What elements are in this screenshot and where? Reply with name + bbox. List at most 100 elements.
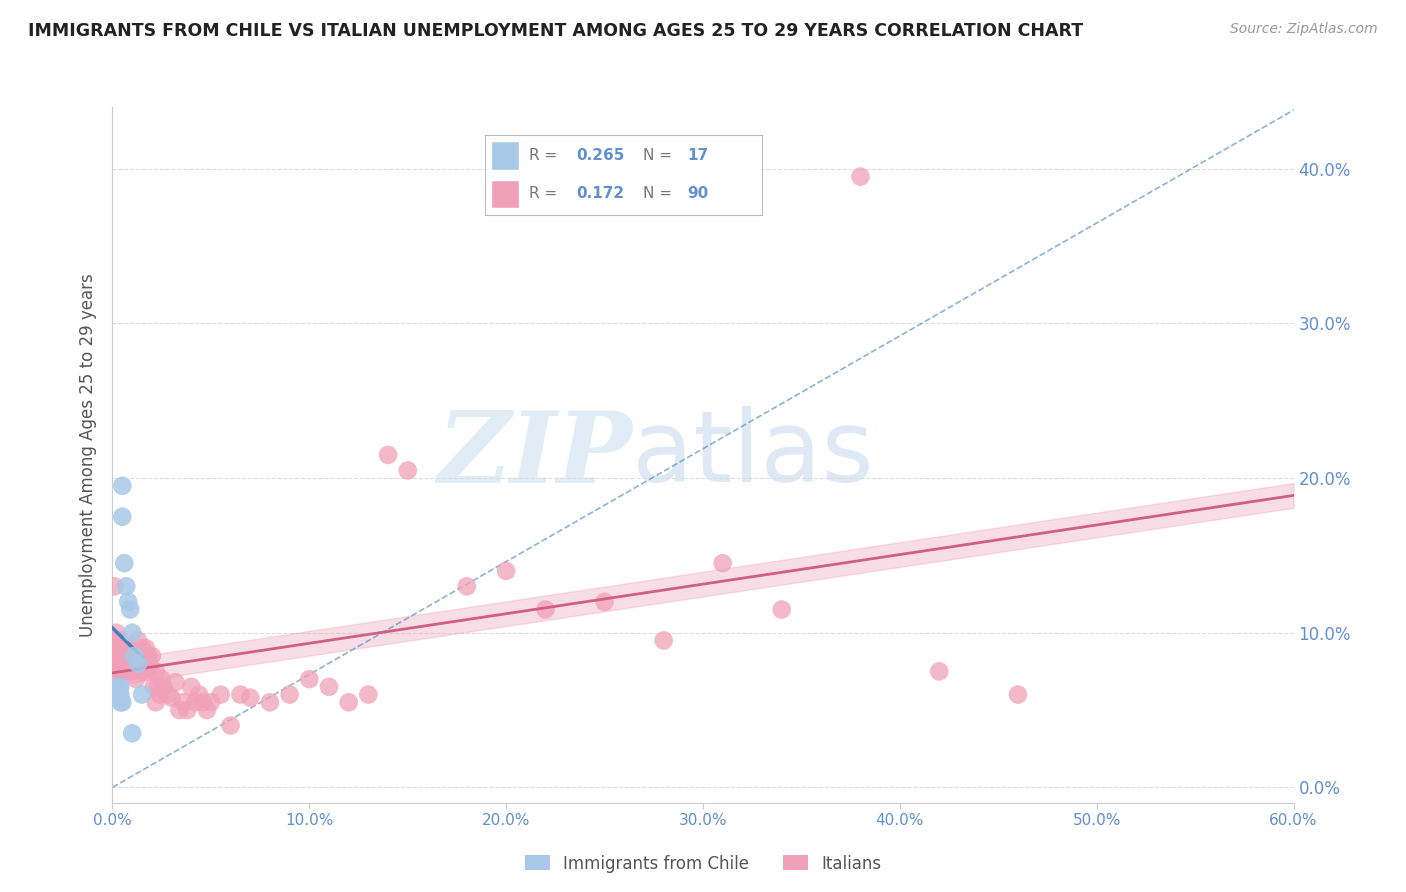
Point: [239, 690, 262, 705]
Point: [141, 648, 163, 663]
Point: [142, 680, 165, 694]
Point: [298, 672, 321, 686]
Point: [115, 648, 138, 663]
Point: [107, 688, 129, 702]
Point: [149, 688, 172, 702]
Point: [652, 633, 675, 648]
Point: [495, 564, 517, 578]
Point: [110, 695, 132, 709]
Point: [195, 703, 218, 717]
Text: atlas: atlas: [633, 407, 873, 503]
Point: [127, 657, 149, 671]
Point: [120, 602, 142, 616]
Point: [105, 633, 128, 648]
Point: [456, 579, 478, 593]
Point: [111, 665, 134, 679]
Point: [209, 688, 232, 702]
Point: [229, 688, 252, 702]
Point: [125, 672, 148, 686]
Point: [131, 688, 153, 702]
Point: [136, 654, 159, 668]
Point: [103, 579, 125, 593]
Point: [110, 688, 132, 702]
Point: [131, 641, 153, 656]
Point: [259, 695, 281, 709]
Point: [188, 688, 211, 702]
Point: [145, 695, 167, 709]
Point: [928, 665, 950, 679]
Point: [160, 690, 183, 705]
Point: [377, 448, 399, 462]
Point: [105, 625, 128, 640]
Point: [200, 695, 222, 709]
Text: Source: ZipAtlas.com: Source: ZipAtlas.com: [1230, 22, 1378, 37]
Point: [115, 659, 138, 673]
Point: [129, 648, 152, 663]
Legend: Immigrants from Chile, Italians: Immigrants from Chile, Italians: [519, 848, 887, 880]
Point: [111, 657, 134, 671]
Point: [180, 680, 202, 694]
Point: [105, 648, 128, 663]
Point: [111, 479, 134, 493]
Point: [172, 695, 194, 709]
Point: [110, 648, 132, 663]
Point: [110, 665, 132, 679]
Point: [150, 672, 173, 686]
Point: [112, 659, 135, 673]
Point: [593, 595, 616, 609]
Point: [121, 644, 143, 658]
Point: [146, 680, 169, 694]
Point: [125, 648, 148, 663]
Point: [121, 665, 143, 679]
Point: [107, 648, 129, 663]
Point: [711, 556, 734, 570]
Point: [105, 657, 128, 671]
Point: [122, 644, 145, 658]
Point: [117, 648, 139, 663]
Point: [112, 641, 135, 656]
Point: [117, 595, 139, 609]
Point: [117, 665, 139, 679]
Point: [318, 680, 340, 694]
Point: [156, 688, 179, 702]
Point: [111, 509, 134, 524]
Point: [121, 654, 143, 668]
Point: [127, 654, 149, 668]
Point: [120, 648, 142, 663]
Point: [107, 657, 129, 671]
Point: [107, 641, 129, 656]
Point: [176, 703, 198, 717]
Point: [135, 641, 157, 656]
Point: [184, 695, 207, 709]
Point: [278, 688, 301, 702]
Point: [534, 602, 557, 616]
Point: [110, 657, 132, 671]
Point: [132, 654, 155, 668]
Point: [115, 641, 138, 656]
Point: [165, 675, 187, 690]
Point: [396, 463, 419, 477]
Point: [111, 695, 134, 709]
Point: [191, 695, 214, 709]
Point: [122, 648, 145, 663]
Point: [219, 718, 242, 732]
Point: [129, 659, 152, 673]
Point: [112, 556, 135, 570]
Y-axis label: Unemployment Among Ages 25 to 29 years: Unemployment Among Ages 25 to 29 years: [79, 273, 97, 637]
Point: [357, 688, 380, 702]
Point: [121, 726, 143, 740]
Text: IMMIGRANTS FROM CHILE VS ITALIAN UNEMPLOYMENT AMONG AGES 25 TO 29 YEARS CORRELAT: IMMIGRANTS FROM CHILE VS ITALIAN UNEMPLO…: [28, 22, 1083, 40]
Point: [117, 644, 139, 658]
Point: [110, 680, 132, 694]
Point: [110, 633, 132, 648]
Point: [131, 665, 153, 679]
Point: [103, 641, 125, 656]
Point: [111, 648, 134, 663]
Text: ZIP: ZIP: [437, 407, 633, 503]
Point: [107, 680, 129, 694]
Point: [111, 641, 134, 656]
Point: [136, 648, 159, 663]
Point: [1007, 688, 1029, 702]
Point: [120, 657, 142, 671]
Point: [169, 703, 191, 717]
